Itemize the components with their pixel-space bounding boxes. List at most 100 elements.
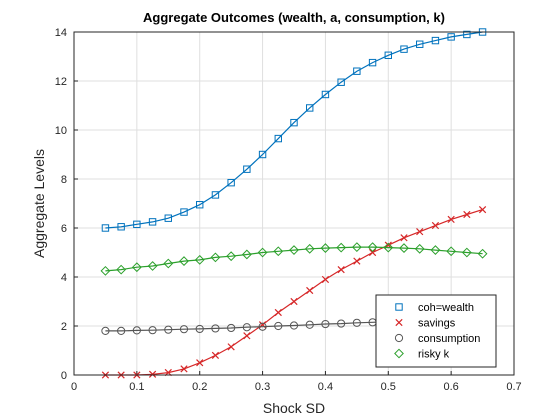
data-point-risky-k [194, 254, 205, 265]
data-point-risky-k [351, 242, 362, 253]
data-point-consumption [179, 325, 189, 334]
data-point-risky-k [241, 249, 252, 260]
data-point-coh-wealth [431, 36, 440, 45]
y-tick-label: 6 [61, 223, 67, 235]
y-tick-label: 4 [61, 272, 67, 284]
data-point-coh-wealth [243, 165, 251, 173]
x-tick-label: 0.4 [318, 381, 333, 393]
data-point-coh-wealth [321, 90, 330, 99]
series-coh-wealth [101, 28, 487, 232]
data-point-savings [463, 210, 471, 219]
data-point-coh-wealth [164, 214, 172, 222]
x-tick-label: 0.6 [443, 381, 458, 393]
data-point-consumption [305, 320, 314, 329]
data-point-consumption [352, 318, 361, 327]
data-point-risky-k [163, 258, 174, 269]
data-point-savings [447, 215, 455, 224]
x-tick-label: 0.3 [255, 381, 270, 393]
ticks: 0 0.1 0.2 0.3 0.4 0.5 0.6 0.7 0 2 4 6 8 10 12 14 [55, 27, 522, 393]
data-point-coh-wealth [290, 118, 298, 127]
data-point-coh-wealth [416, 40, 424, 48]
y-tick-label: 12 [55, 76, 67, 88]
data-point-risky-k [147, 261, 158, 271]
data-point-coh-wealth [368, 58, 377, 67]
data-point-savings [353, 257, 361, 265]
legend-marker-coh-wealth [395, 303, 403, 311]
legend-marker-risky-k [394, 348, 404, 359]
legend-label-consumption: consumption [418, 333, 480, 345]
data-point-savings [337, 266, 345, 274]
plot-area-border [73, 31, 515, 376]
y-tick-label: 8 [61, 174, 67, 186]
data-point-risky-k [257, 247, 268, 258]
data-point-risky-k [461, 247, 472, 258]
data-point-coh-wealth [180, 208, 188, 216]
x-tick-label: 0.7 [506, 381, 521, 393]
series-line-risky-k [105, 246, 483, 272]
data-point-risky-k [226, 251, 237, 262]
data-point-coh-wealth [306, 104, 314, 112]
data-point-consumption [148, 326, 157, 335]
data-point-savings [290, 297, 298, 306]
data-point-risky-k [430, 245, 441, 255]
y-tick-label: 0 [61, 370, 67, 382]
data-point-risky-k [414, 243, 425, 254]
data-point-coh-wealth [353, 67, 361, 75]
data-point-risky-k [289, 245, 299, 255]
data-point-coh-wealth [463, 30, 471, 39]
data-point-risky-k [100, 265, 111, 276]
data-point-savings [478, 206, 487, 214]
legend-marker-consumption [394, 333, 404, 343]
data-point-consumption [211, 324, 220, 333]
data-point-coh-wealth [258, 150, 267, 159]
data-point-savings [211, 351, 220, 360]
data-point-coh-wealth [447, 33, 455, 41]
data-point-coh-wealth [400, 45, 408, 53]
data-point-savings [227, 343, 235, 351]
data-point-savings [306, 286, 314, 295]
data-point-savings [148, 370, 157, 378]
legend-label-risky-k: risky k [418, 349, 450, 361]
x-tick-label: 0.2 [192, 381, 207, 393]
data-point-risky-k [383, 242, 394, 253]
data-point-risky-k [304, 243, 315, 254]
legend-marker-savings [395, 318, 403, 327]
y-tick-label: 10 [55, 125, 67, 137]
data-point-coh-wealth [117, 223, 125, 231]
chart-title: Aggregate Outcomes (wealth, a, consumpti… [143, 10, 445, 25]
data-point-coh-wealth [337, 78, 345, 86]
data-point-savings [196, 359, 204, 367]
data-point-savings [431, 221, 440, 230]
data-point-consumption [258, 322, 267, 331]
data-point-coh-wealth [227, 178, 235, 187]
data-point-risky-k [477, 248, 488, 259]
data-point-consumption [321, 319, 330, 329]
data-point-consumption [227, 323, 236, 333]
data-point-consumption [242, 323, 251, 332]
series-savings [101, 206, 487, 379]
legend: coh=wealth savings consumption risky k [375, 294, 497, 368]
data-point-coh-wealth [211, 191, 220, 199]
legend-label-coh-wealth: coh=wealth [418, 302, 474, 314]
data-point-risky-k [446, 246, 457, 257]
data-point-consumption [132, 326, 141, 335]
legend-label-savings: savings [418, 318, 456, 330]
data-point-risky-k [273, 246, 284, 257]
data-point-consumption [274, 321, 283, 331]
data-point-consumption [164, 325, 173, 334]
data-point-coh-wealth [133, 220, 141, 229]
data-point-coh-wealth [196, 201, 204, 209]
series-layer [100, 28, 488, 379]
data-point-risky-k [210, 252, 221, 263]
grid [74, 32, 514, 375]
data-point-savings [416, 228, 424, 236]
data-point-risky-k [131, 262, 142, 273]
data-point-savings [321, 275, 330, 284]
data-point-coh-wealth [384, 51, 392, 59]
data-point-savings [180, 365, 188, 373]
data-point-risky-k [336, 242, 347, 253]
data-point-risky-k [179, 256, 189, 266]
series-risky-k [100, 242, 488, 276]
data-point-savings [274, 308, 282, 317]
y-tick-label: 14 [55, 27, 67, 39]
